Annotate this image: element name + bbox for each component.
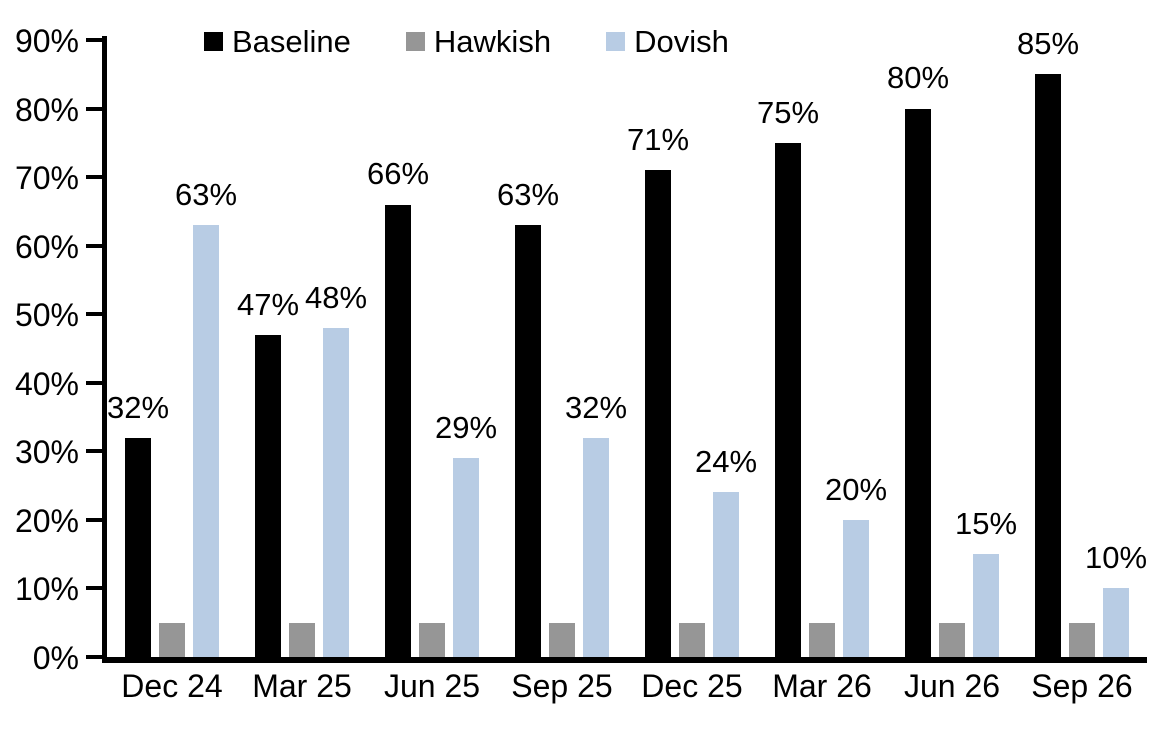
bar-hawkish (679, 622, 705, 657)
bar-dovish: 32% (565, 390, 627, 657)
legend-item-baseline: Baseline (204, 26, 351, 57)
bar-dovish: 63% (175, 177, 237, 657)
x-axis-label: Mar 26 (772, 668, 872, 704)
x-axis-label: Sep 26 (1031, 668, 1133, 704)
bar-baseline: 71% (627, 123, 689, 657)
data-label-dovish: 48% (304, 279, 368, 315)
y-axis-tick-label: 60% (14, 228, 79, 265)
data-label-dovish: 63% (174, 177, 238, 213)
x-axis-label: Jun 26 (903, 668, 1001, 704)
y-axis-tick-label: 30% (14, 434, 79, 471)
legend: Baseline Hawkish Dovish (204, 26, 729, 57)
bar-dovish: 15% (955, 506, 1017, 657)
y-axis-tick (86, 175, 102, 180)
y-axis-tick-label: 40% (14, 365, 79, 402)
data-label-baseline: 71% (626, 122, 690, 158)
bar-group-jun-25: 66% 29% (367, 40, 497, 657)
data-label-baseline: 75% (756, 94, 820, 130)
y-axis-tick (86, 655, 102, 659)
bar-baseline: 32% (107, 390, 169, 657)
data-label-dovish: 15% (954, 506, 1018, 542)
bar-baseline: 85% (1017, 27, 1079, 657)
bar-dovish: 24% (695, 445, 757, 657)
data-label-baseline: 80% (886, 60, 950, 96)
bar-hawkish (939, 622, 965, 657)
y-axis-tick (86, 586, 102, 591)
bar-group-mar-26: 75% 20% (757, 40, 887, 657)
y-axis-tick (86, 312, 102, 317)
bar-hawkish (159, 622, 185, 657)
bar-dovish: 20% (825, 472, 887, 657)
bars-area: 32% 63% 47% 48% 66% 29% 63% 32% 71% 24% 75% 20% 80% 1… (107, 27, 1147, 657)
legend-item-hawkish: Hawkish (405, 24, 552, 59)
data-label-dovish: 32% (564, 389, 628, 425)
x-axis-label: Mar 25 (252, 668, 352, 704)
bar-hawkish (809, 622, 835, 657)
bar-group-mar-25: 47% 48% (237, 40, 367, 657)
bar-baseline: 66% (367, 157, 429, 657)
data-label-dovish: 29% (434, 410, 498, 446)
bar-group-sep-26: 85% 10% (1017, 27, 1147, 657)
x-axis-label: Sep 25 (511, 668, 613, 704)
bar-dovish: 10% (1085, 541, 1147, 657)
legend-label: Dovish (634, 24, 729, 59)
y-axis-tick (86, 106, 102, 111)
data-label-dovish: 24% (694, 444, 758, 480)
x-axis-labels: Dec 24 Mar 25 Jun 25 Sep 25 Dec 25 Mar 26 Jun … (107, 668, 1147, 704)
bar-group-dec-25: 71% 24% (627, 40, 757, 657)
y-axis-tick (86, 380, 102, 385)
plot-area: 90% 80% 70% 60% 50% 40% 30% 20% 10% 0% 32% 63% 47% 4… (15, 25, 1147, 674)
y-axis-tick-label: 70% (14, 160, 79, 197)
bar-baseline: 80% (887, 61, 949, 657)
bar-hawkish (419, 622, 445, 657)
hawkish-swatch-icon (405, 32, 425, 51)
bar-dovish: 29% (435, 411, 497, 657)
y-axis-line (102, 36, 107, 657)
y-axis-tick (86, 449, 102, 454)
data-label-baseline: 47% (236, 286, 300, 322)
bar-hawkish (289, 622, 315, 657)
data-label-baseline: 85% (1016, 26, 1080, 62)
bar-group-sep-25: 63% 32% (497, 40, 627, 657)
data-label-baseline: 63% (496, 177, 560, 213)
legend-label: Hawkish (433, 24, 552, 59)
legend-item-dovish: Dovish (606, 26, 729, 57)
x-axis-line (102, 657, 1147, 663)
y-axis-tick-label: 50% (14, 297, 79, 334)
dovish-swatch-icon (606, 32, 626, 51)
x-axis-label: Dec 25 (641, 668, 743, 704)
bar-baseline: 63% (497, 177, 559, 657)
baseline-swatch-icon (204, 32, 223, 51)
bar-baseline: 47% (237, 287, 299, 657)
bar-group-jun-26: 80% 15% (887, 40, 1017, 657)
y-axis-tick-label: 90% (14, 23, 79, 59)
x-axis-label: Jun 25 (383, 668, 481, 704)
data-label-dovish: 10% (1084, 540, 1148, 576)
y-axis-tick-label: 20% (14, 502, 79, 539)
y-axis-tick (86, 38, 102, 42)
y-axis-tick-label: 10% (14, 571, 79, 608)
data-label-baseline: 66% (366, 156, 430, 192)
y-axis-tick (86, 243, 102, 248)
data-label-baseline: 32% (106, 389, 170, 425)
y-axis-tick (86, 517, 102, 522)
bar-dovish: 48% (305, 280, 367, 657)
data-label-dovish: 20% (824, 471, 888, 507)
x-axis-label: Dec 24 (121, 668, 223, 704)
bar-hawkish (1069, 622, 1095, 657)
bar-baseline: 75% (757, 95, 819, 657)
y-axis-tick-label: 80% (14, 91, 79, 128)
y-axis-tick-label: 0% (32, 640, 79, 676)
legend-label: Baseline (232, 24, 351, 59)
bar-hawkish (549, 622, 575, 657)
bar-group-dec-24: 32% 63% (107, 40, 237, 657)
